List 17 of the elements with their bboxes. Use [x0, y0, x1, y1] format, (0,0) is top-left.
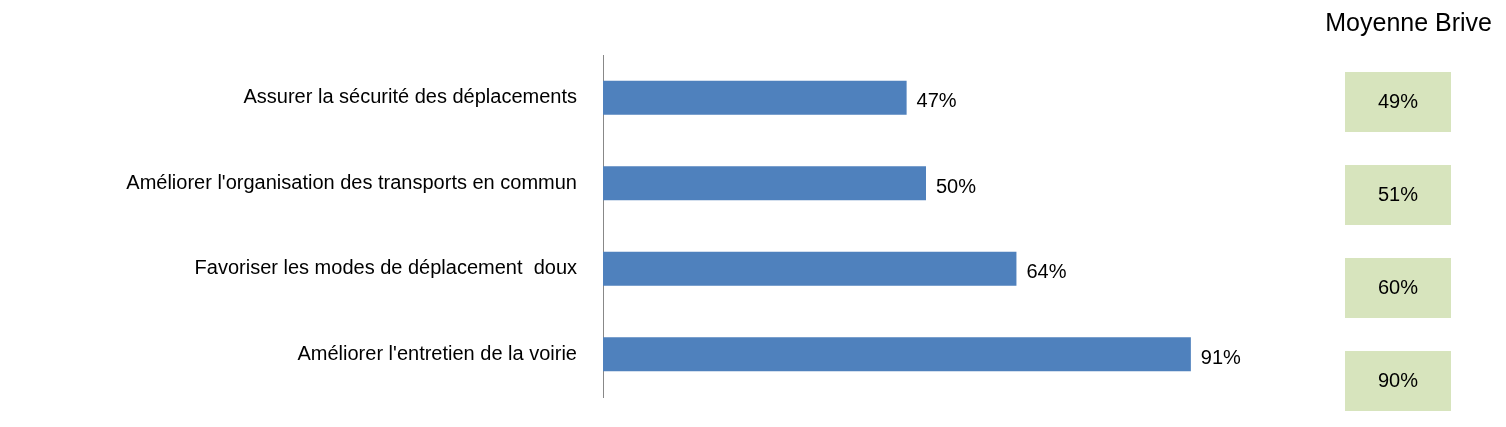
label-box: 51%: [1345, 164, 1451, 225]
data-label: 50%: [936, 174, 977, 197]
label-box: 60%: [1345, 257, 1451, 318]
text: Moyenne Brive: [1325, 8, 1492, 37]
bar: [603, 80, 907, 115]
data-label: 91%: [1200, 345, 1242, 368]
data-label: 47%: [916, 89, 957, 112]
label-box: 49%: [1345, 71, 1451, 132]
y-tick-label: Améliorer l'entretien de la voirie: [297, 341, 577, 364]
y-tick-label: Favoriser les modes de déplacement doux: [194, 256, 577, 279]
label-box: 90%: [1345, 350, 1451, 411]
y-tick-label: Améliorer l'organisation des transports en commun: [126, 170, 577, 193]
bar: [603, 337, 1191, 372]
y-tick-label: Assurer la sécurité des déplacements: [243, 85, 577, 108]
bar: [603, 251, 1017, 286]
data-label: 64%: [1026, 260, 1067, 283]
bar: [603, 166, 926, 201]
